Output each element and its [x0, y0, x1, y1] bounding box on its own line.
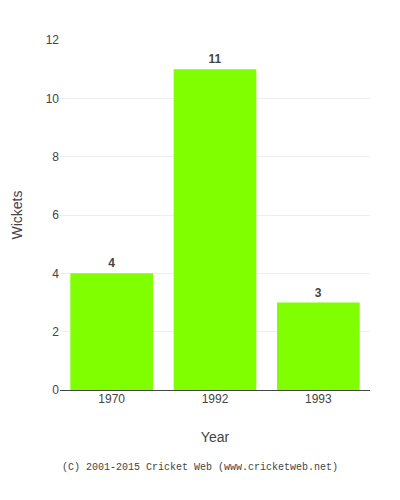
- svg-text:4: 4: [52, 267, 59, 281]
- svg-text:2: 2: [52, 325, 59, 339]
- svg-text:1993: 1993: [305, 392, 332, 406]
- svg-text:3: 3: [315, 286, 322, 300]
- svg-text:10: 10: [46, 92, 60, 106]
- svg-text:12: 12: [46, 33, 60, 47]
- svg-text:0: 0: [52, 383, 59, 397]
- svg-text:Wickets: Wickets: [9, 191, 25, 240]
- svg-text:8: 8: [52, 150, 59, 164]
- svg-text:Year: Year: [201, 429, 230, 445]
- svg-text:11: 11: [208, 52, 221, 66]
- svg-text:1992: 1992: [202, 392, 229, 406]
- svg-text:4: 4: [108, 256, 115, 270]
- svg-text:(C) 2001-2015 Cricket Web (www: (C) 2001-2015 Cricket Web (www.cricketwe…: [62, 462, 338, 473]
- svg-text:6: 6: [52, 208, 59, 222]
- svg-text:1970: 1970: [98, 392, 125, 406]
